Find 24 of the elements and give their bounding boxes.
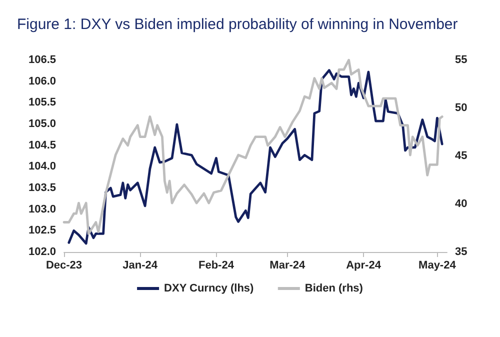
- y-tick-label: 105.0: [28, 118, 56, 130]
- y-tick-label: 106.0: [28, 75, 56, 88]
- x-tick-label: Feb-24: [198, 260, 235, 272]
- y-tick-label: 103.5: [28, 182, 56, 194]
- y2-tick-label: 50: [455, 102, 468, 114]
- y-tick-label: 104.5: [28, 139, 56, 152]
- x-tick-label: Dec-23: [46, 260, 82, 272]
- y-tick-label: 106.5: [28, 54, 56, 66]
- y-tick-label: 105.5: [28, 96, 56, 109]
- x-tick-label: Jan-24: [122, 260, 158, 272]
- x-tick-label: May-24: [418, 260, 457, 272]
- chart-title: Figure 1: DXY vs Biden implied probability of winning in November: [17, 16, 458, 33]
- legend-label: DXY Curncy (lhs): [164, 282, 254, 294]
- y2-tick-label: 35: [455, 246, 468, 258]
- legend-label: Biden (rhs): [304, 282, 364, 294]
- y2-tick-label: 45: [455, 150, 468, 162]
- x-tick-label: Apr-24: [346, 260, 382, 272]
- y-tick-label: 103.0: [28, 203, 56, 216]
- y2-tick-label: 55: [455, 54, 468, 66]
- x-tick-label: Mar-24: [270, 260, 306, 272]
- y-tick-label: 102.0: [28, 246, 56, 258]
- y-tick-label: 104.0: [28, 160, 56, 173]
- y2-tick-label: 40: [455, 198, 468, 210]
- y-tick-label: 102.5: [28, 224, 56, 237]
